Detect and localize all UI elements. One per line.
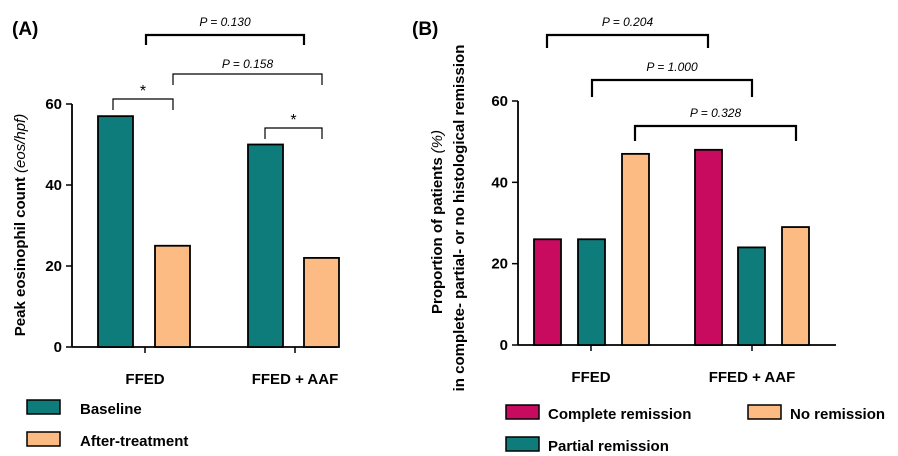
y-tick-label: 20	[45, 258, 62, 275]
bar-ffed-aaf-baseline	[247, 143, 284, 348]
significance-bracket	[633, 124, 798, 141]
y-axis-label: Peak eosinophil count (eos/hpf)	[12, 114, 29, 336]
panel-b-bar-chart: (B) Proportion of patients (%) in complete-…	[412, 15, 885, 455]
legend-label-partial-remission: Partial remission	[548, 438, 669, 455]
y-tick-label: 0	[500, 337, 508, 354]
significance-bracket	[590, 78, 754, 97]
significance-label: P = 0.130	[199, 15, 251, 29]
significance-label: *	[140, 83, 146, 100]
bar-ffed-baseline	[97, 115, 134, 348]
x-tick-label: FFED	[571, 369, 610, 386]
panel-b-label: (B)	[412, 19, 438, 40]
significance-label: P = 0.204	[602, 15, 654, 29]
panel-a-label: (A)	[12, 19, 38, 40]
bar-ffed-after-treatment	[154, 244, 191, 348]
y-tick-label: 40	[491, 174, 508, 191]
bar-ffed-partial-remission	[577, 238, 606, 346]
legend-swatch-baseline	[26, 399, 61, 415]
significance-label: P = 0.158	[222, 57, 274, 71]
bar-ffed-aaf-after-treatment	[303, 256, 340, 348]
significance-label: *	[290, 112, 296, 129]
bar-ffed-complete-remission	[533, 238, 562, 346]
legend-label-baseline: Baseline	[80, 401, 142, 418]
y-tick-label: 40	[45, 177, 62, 194]
bar-ffed-aaf-no-remission	[781, 226, 810, 346]
legend-swatch-complete-remission	[505, 404, 540, 420]
bar-ffed-aaf-partial-remission	[737, 246, 766, 346]
x-tick-label: FFED + AAF	[709, 369, 796, 386]
y-axis-label-unit: (eos/hpf)	[12, 114, 29, 173]
legend-label-no-remission: No remission	[790, 406, 885, 423]
bar-ffed-aaf-complete-remission	[694, 148, 723, 346]
legend-swatch-partial-remission	[505, 436, 540, 452]
y-axis-label-line2: in complete- partial- or no histological…	[451, 45, 468, 392]
significance-bracket	[144, 33, 306, 45]
y-tick-label: 60	[45, 96, 62, 113]
y-tick-label: 20	[491, 256, 508, 273]
significance-bracket	[112, 98, 174, 110]
y-axis-label-line1: Proportion of patients (%)	[429, 130, 446, 314]
legend-label-after-treatment: After-treatment	[80, 433, 188, 450]
significance-bracket	[545, 33, 710, 48]
x-tick-label: FFED + AAF	[252, 371, 339, 388]
y-tick-label: 60	[491, 93, 508, 110]
y-axis-label-line1-text: Proportion of patients	[429, 157, 446, 314]
significance-bracket	[172, 73, 323, 85]
significance-label: P = 0.328	[690, 106, 742, 120]
significance-label: P = 1.000	[646, 60, 698, 74]
legend-label-complete-remission: Complete remission	[548, 406, 691, 423]
bar-ffed-no-remission	[621, 152, 650, 346]
x-tick-label: FFED	[125, 371, 164, 388]
y-axis-label-unit: (%)	[429, 130, 446, 153]
y-axis-label-text: Peak eosinophil count	[12, 177, 29, 336]
significance-bracket	[264, 127, 323, 139]
legend-swatch-no-remission	[747, 404, 782, 420]
y-tick-label: 0	[54, 339, 62, 356]
panel-a-bar-chart: (A) Peak eosinophil count (eos/hpf) 0 20 40 60…	[12, 15, 340, 450]
legend-swatch-after-treatment	[26, 431, 61, 447]
